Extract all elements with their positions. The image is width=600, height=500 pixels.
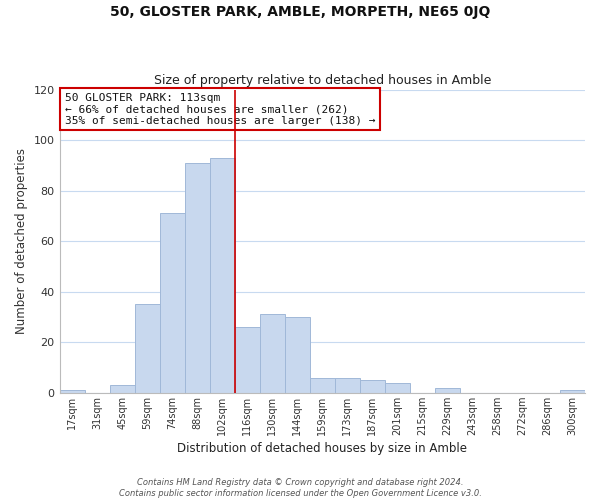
Text: 50 GLOSTER PARK: 113sqm
← 66% of detached houses are smaller (262)
35% of semi-d: 50 GLOSTER PARK: 113sqm ← 66% of detache… — [65, 92, 375, 126]
Bar — [260, 314, 285, 393]
X-axis label: Distribution of detached houses by size in Amble: Distribution of detached houses by size … — [177, 442, 467, 455]
Bar — [59, 390, 85, 393]
Title: Size of property relative to detached houses in Amble: Size of property relative to detached ho… — [154, 74, 491, 87]
Bar — [435, 388, 460, 393]
Bar — [360, 380, 385, 393]
Bar — [310, 378, 335, 393]
Bar — [235, 327, 260, 393]
Bar — [134, 304, 160, 393]
Bar — [385, 382, 410, 393]
Y-axis label: Number of detached properties: Number of detached properties — [15, 148, 28, 334]
Bar — [110, 385, 134, 393]
Bar — [560, 390, 585, 393]
Bar — [335, 378, 360, 393]
Text: 50, GLOSTER PARK, AMBLE, MORPETH, NE65 0JQ: 50, GLOSTER PARK, AMBLE, MORPETH, NE65 0… — [110, 5, 490, 19]
Bar — [160, 214, 185, 393]
Bar — [285, 317, 310, 393]
Bar — [185, 163, 209, 393]
Text: Contains HM Land Registry data © Crown copyright and database right 2024.
Contai: Contains HM Land Registry data © Crown c… — [119, 478, 481, 498]
Bar — [209, 158, 235, 393]
